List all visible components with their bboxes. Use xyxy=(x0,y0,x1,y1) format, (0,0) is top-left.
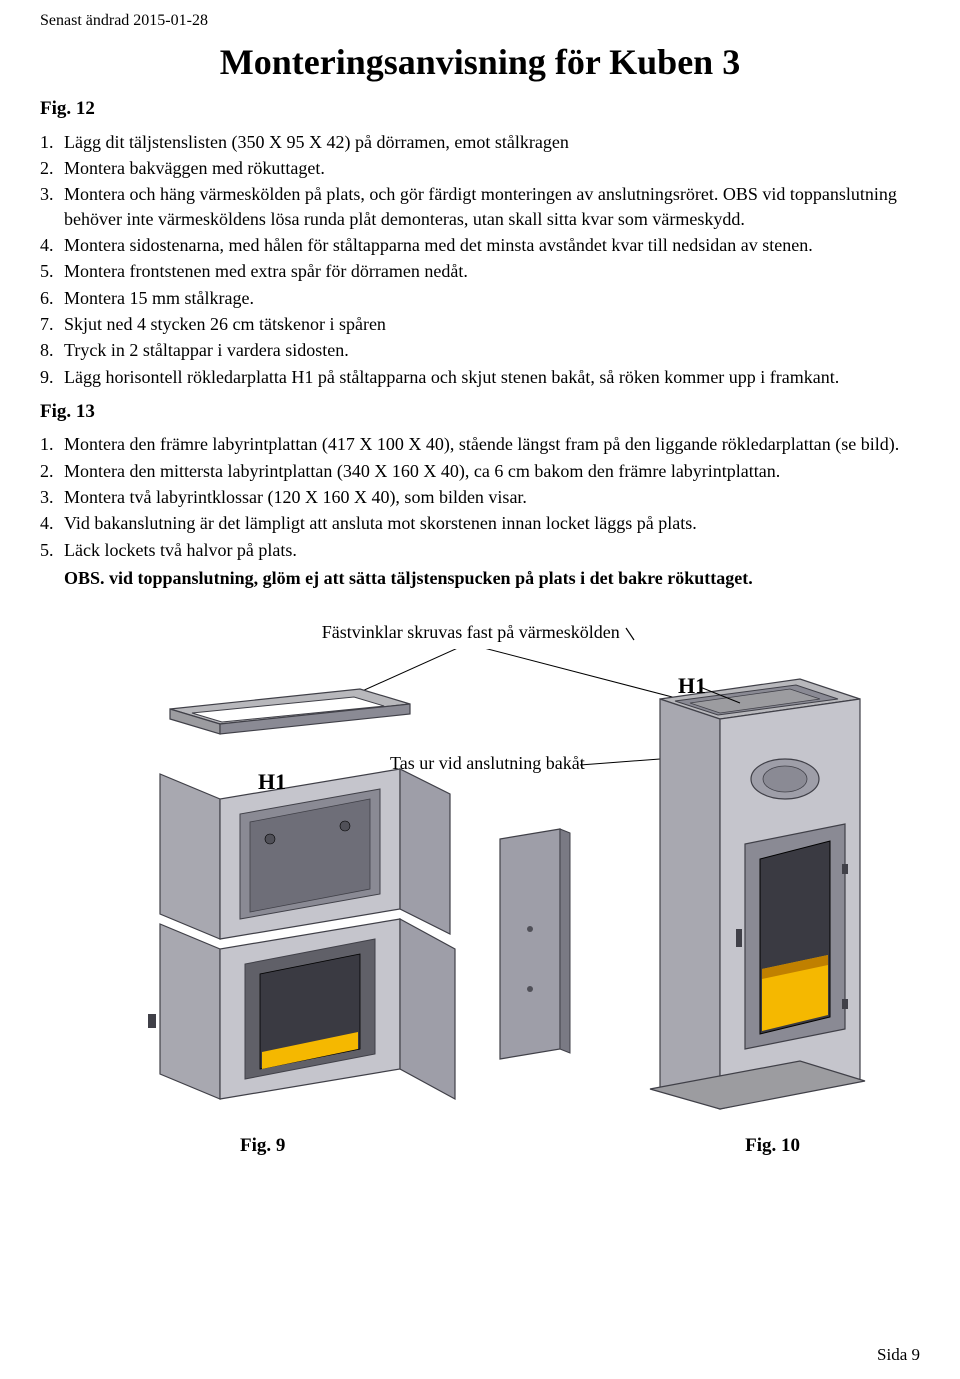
list-marker: 9. xyxy=(40,365,64,389)
illustration-block: Fästvinklar skruvas fast på värmeskölden xyxy=(40,620,920,1158)
fig13-heading: Fig. 13 xyxy=(40,399,920,425)
list-text: Lägg dit täljstenslisten (350 X 95 X 42)… xyxy=(64,130,920,154)
caption-fastvinklar: Fästvinklar skruvas fast på värmeskölden xyxy=(322,622,620,642)
list-marker: 4. xyxy=(40,511,64,535)
list-item: 8.Tryck in 2 ståltappar i vardera sidost… xyxy=(40,338,920,362)
list-text: Vid bakanslutning är det lämpligt att an… xyxy=(64,511,920,535)
list-marker: 5. xyxy=(40,259,64,283)
illustration-svg: H1 Tas ur vi xyxy=(40,649,920,1119)
list-marker: 2. xyxy=(40,459,64,483)
list-text: Montera 15 mm stålkrage. xyxy=(64,286,920,310)
fig12-list: 1.Lägg dit täljstenslisten (350 X 95 X 4… xyxy=(40,130,920,389)
list-item: 1.Montera den främre labyrintplattan (41… xyxy=(40,432,920,456)
fig13-list: 1.Montera den främre labyrintplattan (41… xyxy=(40,432,920,561)
list-item: 6.Montera 15 mm stålkrage. xyxy=(40,286,920,310)
list-item: 2.Montera den mittersta labyrintplattan … xyxy=(40,459,920,483)
list-marker: 1. xyxy=(40,130,64,154)
list-text: Lägg horisontell rökledarplatta H1 på st… xyxy=(64,365,920,389)
list-item: 4.Vid bakanslutning är det lämpligt att … xyxy=(40,511,920,535)
list-marker: 2. xyxy=(40,156,64,180)
fig9-label: Fig. 9 xyxy=(240,1133,285,1159)
list-marker: 3. xyxy=(40,485,64,509)
list-item: 5.Montera frontstenen med extra spår för… xyxy=(40,259,920,283)
list-item: 9.Lägg horisontell rökledarplatta H1 på … xyxy=(40,365,920,389)
page-title: Monteringsanvisning för Kuben 3 xyxy=(40,38,920,87)
list-text: Skjut ned 4 stycken 26 cm tätskenor i sp… xyxy=(64,312,920,336)
list-marker: 3. xyxy=(40,182,64,206)
list-text: Montera och häng värmeskölden på plats, … xyxy=(64,182,920,231)
list-text: Montera den mittersta labyrintplattan (3… xyxy=(64,459,920,483)
list-text: Läck lockets två halvor på plats. xyxy=(64,538,920,562)
list-text: Montera frontstenen med extra spår för d… xyxy=(64,259,920,283)
list-text: Montera sidostenarna, med hålen för stål… xyxy=(64,233,920,257)
list-item: 2.Montera bakväggen med rökuttaget. xyxy=(40,156,920,180)
fig13-obs: OBS. vid toppanslutning, glöm ej att sät… xyxy=(64,566,920,590)
header-date: Senast ändrad 2015-01-28 xyxy=(40,10,920,32)
list-item: 7.Skjut ned 4 stycken 26 cm tätskenor i … xyxy=(40,312,920,336)
h1-label-right: H1 xyxy=(678,673,706,698)
list-marker: 6. xyxy=(40,286,64,310)
list-text: Tryck in 2 ståltappar i vardera sidosten… xyxy=(64,338,920,362)
list-text: Montera bakväggen med rökuttaget. xyxy=(64,156,920,180)
list-marker: 8. xyxy=(40,338,64,362)
caption-tas-ur: Tas ur vid anslutning bakåt xyxy=(390,753,585,773)
fig10-label: Fig. 10 xyxy=(745,1133,800,1159)
page-footer: Sida 9 xyxy=(877,1344,920,1367)
list-text: Montera två labyrintklossar (120 X 160 X… xyxy=(64,485,920,509)
list-item: 4.Montera sidostenarna, med hålen för st… xyxy=(40,233,920,257)
list-item: 3.Montera och häng värmeskölden på plats… xyxy=(40,182,920,231)
list-marker: 7. xyxy=(40,312,64,336)
list-item: 5.Läck lockets två halvor på plats. xyxy=(40,538,920,562)
list-marker: 1. xyxy=(40,432,64,456)
h1-label-left: H1 xyxy=(258,769,286,794)
list-marker: 5. xyxy=(40,538,64,562)
list-item: 1.Lägg dit täljstenslisten (350 X 95 X 4… xyxy=(40,130,920,154)
list-text: Montera den främre labyrintplattan (417 … xyxy=(64,432,920,456)
list-item: 3.Montera två labyrintklossar (120 X 160… xyxy=(40,485,920,509)
fig12-heading: Fig. 12 xyxy=(40,96,920,122)
list-marker: 4. xyxy=(40,233,64,257)
